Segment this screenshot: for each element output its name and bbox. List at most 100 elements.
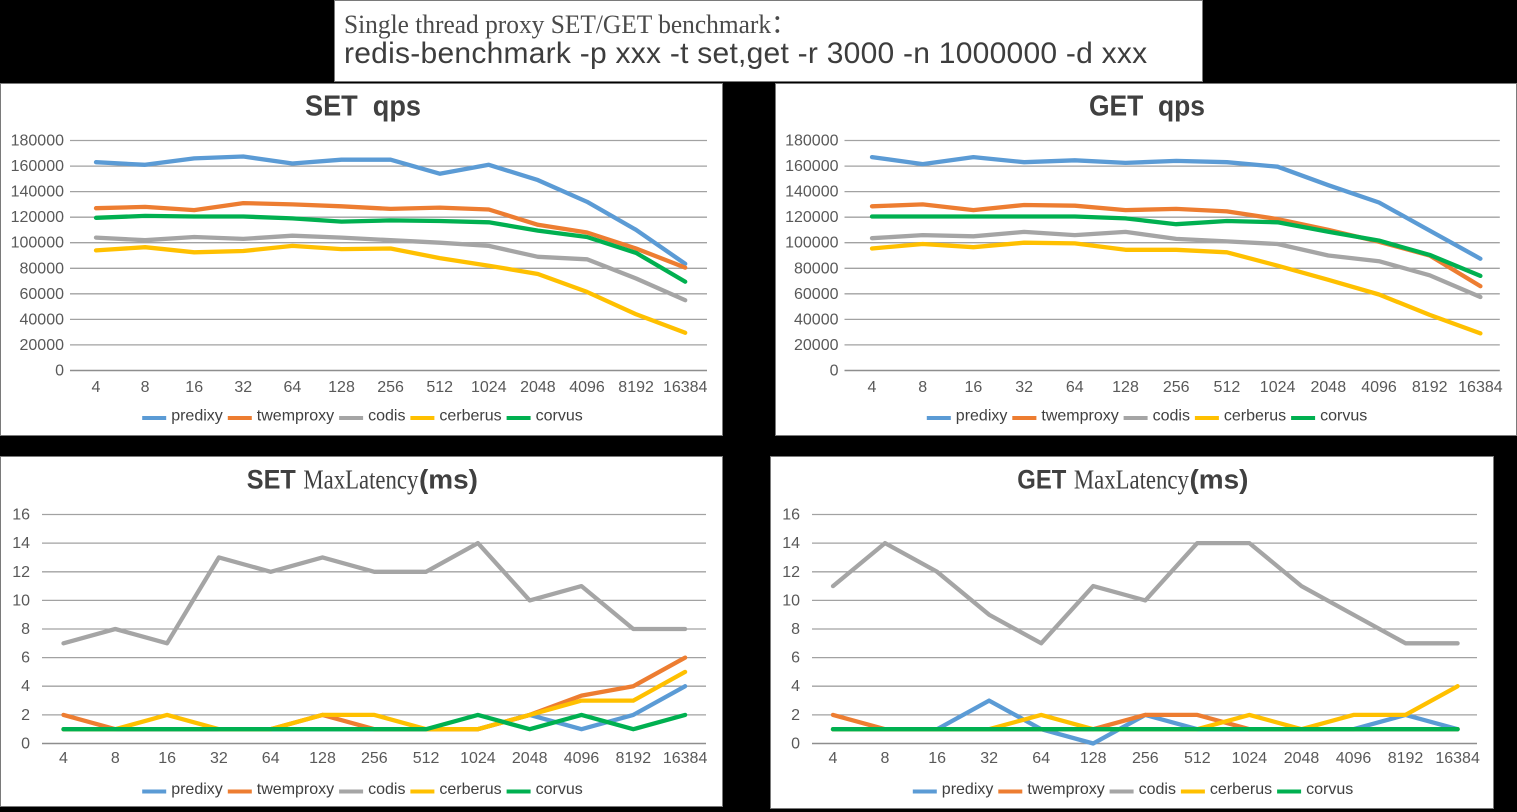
svg-text:predixy: predixy <box>956 408 1008 425</box>
svg-text:8192: 8192 <box>1412 379 1448 396</box>
svg-text:cerberus: cerberus <box>1224 408 1286 425</box>
svg-text:8: 8 <box>791 621 800 638</box>
svg-text:cerberus: cerberus <box>439 408 501 425</box>
svg-text:16: 16 <box>782 507 800 524</box>
svg-text:4: 4 <box>59 750 68 767</box>
svg-text:corvus: corvus <box>536 408 583 425</box>
svg-text:16: 16 <box>928 750 946 767</box>
svg-text:1024: 1024 <box>471 379 507 396</box>
svg-text:12: 12 <box>12 564 30 581</box>
svg-text:twemproxy: twemproxy <box>257 408 334 425</box>
svg-text:corvus: corvus <box>536 781 583 798</box>
svg-text:0: 0 <box>830 363 839 380</box>
svg-text:GET qps: GET qps <box>1089 91 1205 123</box>
svg-text:(ms): (ms) <box>419 465 478 495</box>
svg-text:0: 0 <box>21 736 30 753</box>
svg-text:128: 128 <box>1080 750 1107 767</box>
svg-text:4: 4 <box>868 379 877 396</box>
svg-text:256: 256 <box>1163 379 1190 396</box>
svg-text:16: 16 <box>965 379 983 396</box>
svg-text:128: 128 <box>309 750 336 767</box>
svg-text:120000: 120000 <box>785 209 838 226</box>
svg-text:2048: 2048 <box>1284 750 1320 767</box>
svg-text:16: 16 <box>185 379 203 396</box>
svg-text:MaxLatency: MaxLatency <box>1074 465 1189 495</box>
svg-text:codis: codis <box>1153 408 1190 425</box>
svg-text:codis: codis <box>1139 781 1176 798</box>
svg-text:40000: 40000 <box>794 311 839 328</box>
svg-text:(ms): (ms) <box>1190 465 1249 495</box>
svg-text:180000: 180000 <box>11 133 64 150</box>
svg-text:SET qps: SET qps <box>305 91 421 123</box>
svg-text:16: 16 <box>12 507 30 524</box>
svg-text:GET: GET <box>1017 465 1066 495</box>
svg-text:2: 2 <box>21 707 30 724</box>
svg-text:32: 32 <box>234 379 252 396</box>
svg-text:160000: 160000 <box>11 158 64 175</box>
svg-text:4: 4 <box>829 750 838 767</box>
svg-text:6: 6 <box>791 650 800 667</box>
svg-text:32: 32 <box>980 750 998 767</box>
svg-text:16384: 16384 <box>1458 379 1503 396</box>
svg-text:8: 8 <box>111 750 120 767</box>
svg-text:cerberus: cerberus <box>439 781 501 798</box>
svg-text:32: 32 <box>1015 379 1033 396</box>
svg-text:512: 512 <box>413 750 440 767</box>
svg-text:80000: 80000 <box>794 260 839 277</box>
svg-text:8: 8 <box>141 379 150 396</box>
svg-text:1024: 1024 <box>1260 379 1296 396</box>
svg-text:10: 10 <box>782 592 800 609</box>
svg-text:predixy: predixy <box>171 781 223 798</box>
svg-text:12: 12 <box>782 564 800 581</box>
svg-text:60000: 60000 <box>794 286 839 303</box>
svg-text:8: 8 <box>918 379 927 396</box>
svg-text:4096: 4096 <box>1361 379 1397 396</box>
svg-text:64: 64 <box>284 379 302 396</box>
svg-text:14: 14 <box>12 535 30 552</box>
svg-text:20000: 20000 <box>794 337 839 354</box>
svg-text:SET: SET <box>247 465 296 495</box>
svg-text:2048: 2048 <box>512 750 548 767</box>
svg-text:16: 16 <box>158 750 176 767</box>
svg-text:cerberus: cerberus <box>1210 781 1272 798</box>
svg-text:32: 32 <box>210 750 228 767</box>
svg-text:corvus: corvus <box>1320 408 1367 425</box>
svg-text:256: 256 <box>361 750 388 767</box>
svg-text:1024: 1024 <box>460 750 496 767</box>
svg-text:twemproxy: twemproxy <box>1041 408 1118 425</box>
svg-text:4096: 4096 <box>1336 750 1372 767</box>
svg-text:predixy: predixy <box>171 408 223 425</box>
svg-text:20000: 20000 <box>20 337 65 354</box>
svg-text:8192: 8192 <box>1388 750 1424 767</box>
svg-text:0: 0 <box>55 363 64 380</box>
svg-text:16384: 16384 <box>1435 750 1480 767</box>
svg-text:512: 512 <box>1214 379 1241 396</box>
svg-text:8192: 8192 <box>616 750 652 767</box>
svg-text:6: 6 <box>21 650 30 667</box>
svg-text:2048: 2048 <box>520 379 556 396</box>
svg-text:4: 4 <box>791 678 800 695</box>
svg-text:140000: 140000 <box>785 184 838 201</box>
svg-text:twemproxy: twemproxy <box>1027 781 1104 798</box>
svg-text:2048: 2048 <box>1311 379 1347 396</box>
svg-text:60000: 60000 <box>20 286 65 303</box>
svg-text:8192: 8192 <box>618 379 654 396</box>
svg-text:2: 2 <box>791 707 800 724</box>
svg-text:10: 10 <box>12 592 30 609</box>
svg-text:14: 14 <box>782 535 800 552</box>
svg-text:64: 64 <box>1066 379 1084 396</box>
svg-text:64: 64 <box>1032 750 1050 767</box>
svg-text:twemproxy: twemproxy <box>257 781 334 798</box>
svg-text:140000: 140000 <box>11 184 64 201</box>
svg-text:128: 128 <box>328 379 355 396</box>
svg-text:16384: 16384 <box>663 379 708 396</box>
svg-text:64: 64 <box>262 750 280 767</box>
svg-text:predixy: predixy <box>942 781 994 798</box>
svg-text:80000: 80000 <box>20 260 65 277</box>
svg-text:4: 4 <box>92 379 101 396</box>
svg-text:corvus: corvus <box>1306 781 1353 798</box>
svg-text:MaxLatency: MaxLatency <box>303 465 418 495</box>
svg-text:40000: 40000 <box>20 311 65 328</box>
svg-text:256: 256 <box>377 379 404 396</box>
svg-text:0: 0 <box>791 736 800 753</box>
